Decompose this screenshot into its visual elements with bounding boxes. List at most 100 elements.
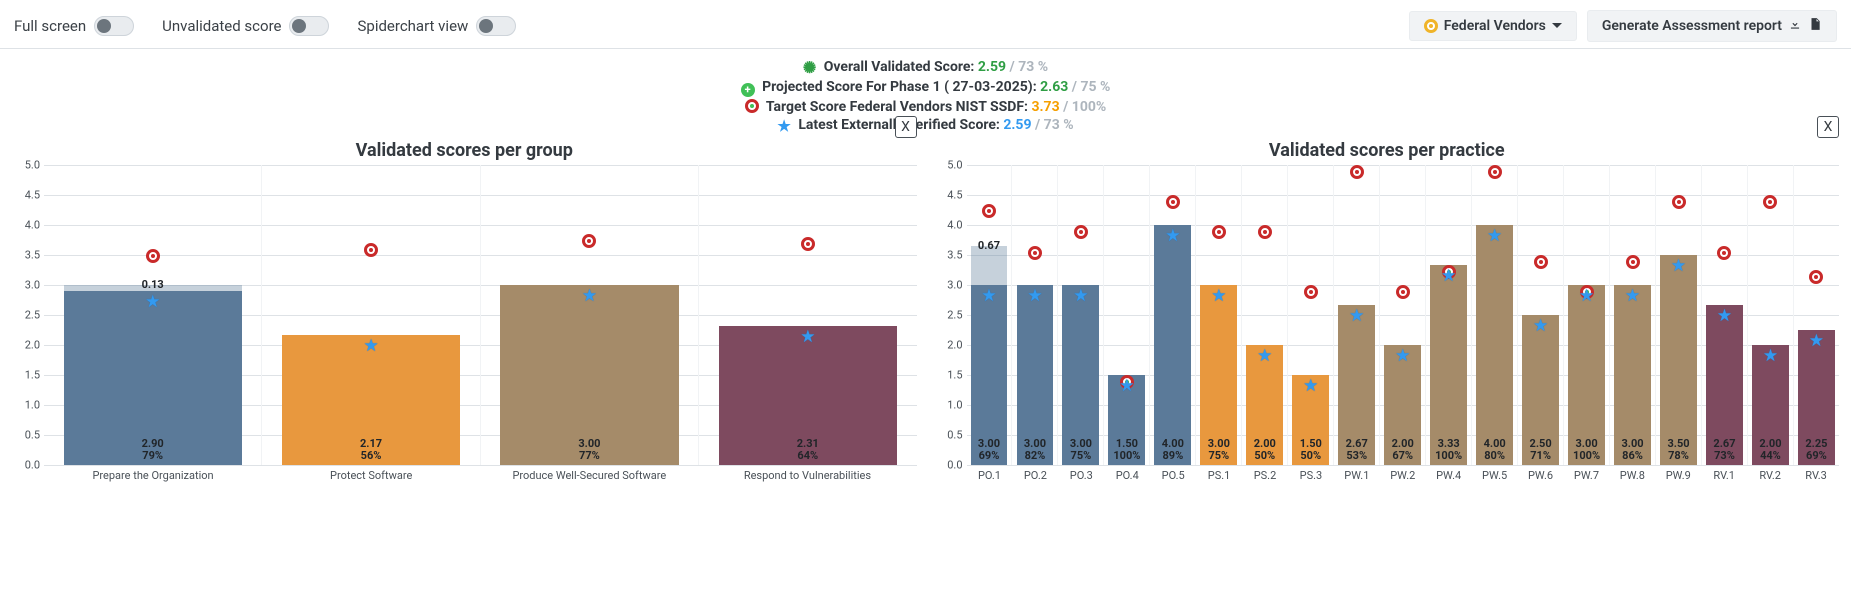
practice-barcol[interactable]: 4.0080% ★ [1471,165,1517,465]
practice-target-marker [1717,246,1731,260]
practice-xlabel: PW.5 [1472,465,1518,482]
practice-bar: 2.6753% [1338,305,1375,465]
practice-bar: 3.5078% [1660,255,1697,465]
group-bar-label: 2.1756% [282,438,460,463]
practice-xlabel: PW.7 [1563,465,1609,482]
charts-row: Validated scores per group X 0.00.51.01.… [0,140,1851,492]
practice-xlabel: RV.2 [1747,465,1793,482]
generate-report-button[interactable]: Generate Assessment report [1587,10,1837,42]
practice-barcol[interactable]: 2.6773% ★ [1701,165,1747,465]
practice-barcol[interactable]: 3.0075% ★ [1057,165,1103,465]
practice-target-marker [1074,225,1088,239]
generate-report-label: Generate Assessment report [1602,18,1782,34]
unvalidated-toggle-group: Unvalidated score [162,16,329,36]
group-barcol[interactable]: 2.3164%★ [698,165,916,465]
group-ytick: 4.5 [25,189,40,202]
practice-star-marker: ★ [1257,346,1272,366]
practice-ytick: 4.5 [947,189,962,202]
fullscreen-toggle[interactable] [94,16,134,36]
practice-barcol[interactable]: 3.00100%★ [1563,165,1609,465]
group-chart-xlabels: Prepare the OrganizationProtect Software… [44,465,917,482]
practice-barcol[interactable]: 3.0086%★ [1609,165,1655,465]
practice-bar: 3.0086% [1614,285,1651,465]
practice-chart-panel: Validated scores per practice X 0.00.51.… [935,140,1840,482]
group-ytick: 4.0 [25,219,40,232]
overall-pct: / 73 % [1010,59,1049,75]
practice-bar: 0.673.0069% [971,285,1008,465]
group-bar-label: 3.0077% [500,438,678,463]
practice-star-marker: ★ [1763,346,1778,366]
practice-xlabel: PS.2 [1242,465,1288,482]
toolbar: Full screen Unvalidated score Spiderchar… [0,0,1851,49]
vendor-dropdown[interactable]: Federal Vendors [1409,11,1577,41]
practice-barcol[interactable]: 2.0044% ★ [1747,165,1793,465]
practice-xlabel: PW.4 [1426,465,1472,482]
practice-barcol[interactable]: 1.5050%★ [1287,165,1333,465]
practice-barcol[interactable]: 1.50100%★ [1103,165,1149,465]
group-barcol[interactable]: 2.1756% ★ [261,165,479,465]
practice-target-marker [1809,270,1823,284]
star-icon: ★ [777,117,790,135]
practice-barcol[interactable]: 3.0075%★ [1195,165,1241,465]
group-ytick: 3.0 [25,279,40,292]
practice-star-marker: ★ [1073,286,1088,306]
practice-bar-label: 2.0050% [1246,438,1283,463]
spider-toggle[interactable] [476,16,516,36]
practice-barcol[interactable]: 2.5071%★ [1517,165,1563,465]
practice-star-marker: ★ [1717,306,1732,326]
practice-bar-label: 2.0044% [1752,438,1789,463]
practice-xlabel: PO.3 [1058,465,1104,482]
projected-label: Projected Score For Phase 1 ( 27-03-2025… [762,79,1037,95]
spider-toggle-group: Spiderchart view [357,16,516,36]
practice-barcol[interactable]: 2.6753%★ [1333,165,1379,465]
practice-ytick: 0.5 [947,429,962,442]
chevron-down-icon [1552,18,1562,34]
practice-bar-label: 2.2569% [1798,438,1835,463]
group-barcol[interactable]: 0.132.9079%★ [44,165,261,465]
group-star-marker: ★ [800,327,815,347]
practice-barcol[interactable]: 2.0050% ★ [1241,165,1287,465]
practice-target-marker [1626,255,1640,269]
practice-bar-label: 4.0080% [1476,438,1513,463]
verified-score: 2.59 [1003,117,1031,133]
target-summary-icon [745,99,759,113]
practice-star-marker: ★ [1579,286,1594,306]
practice-xlabel: PO.1 [967,465,1013,482]
overall-label: Overall Validated Score: [824,59,975,75]
group-star-marker: ★ [145,292,160,312]
practice-barcol[interactable]: 3.0082%★ [1011,165,1057,465]
target-icon [1424,19,1438,33]
group-ytick: 3.5 [25,249,40,262]
vendor-dropdown-label: Federal Vendors [1444,18,1546,34]
group-bar: 3.0077% [500,285,678,465]
practice-xlabel: PS.3 [1288,465,1334,482]
burst-icon: ✺ [803,58,816,77]
practice-star-marker: ★ [1303,376,1318,396]
practice-chart-close[interactable]: X [1817,116,1839,138]
practice-bar: 3.0075% [1200,285,1237,465]
group-ytick: 5.0 [25,159,40,172]
group-chart-close[interactable]: X [895,116,917,138]
practice-target-marker [1763,195,1777,209]
practice-barcol[interactable]: 2.2569%★ [1793,165,1839,465]
practice-star-marker: ★ [1165,226,1180,246]
projected-pct: / 75 % [1072,79,1111,95]
practice-barcol[interactable]: 2.0067%★ [1379,165,1425,465]
unvalidated-toggle[interactable] [289,16,329,36]
practice-xlabel: PO.5 [1150,465,1196,482]
practice-barcol[interactable]: 4.0089%★ [1149,165,1195,465]
practice-xlabel: PW.8 [1609,465,1655,482]
practice-barcol[interactable]: 0.673.0069%★ [967,165,1012,465]
practice-ytick: 4.0 [947,219,962,232]
practice-bar-label: 3.0075% [1062,438,1099,463]
practice-barcol[interactable]: 3.33100%★ [1425,165,1471,465]
practice-bar-label: 2.6773% [1706,438,1743,463]
practice-bar: 2.5071% [1522,315,1559,465]
group-barcol[interactable]: 3.0077%★ [480,165,698,465]
group-star-marker: ★ [363,336,378,356]
practice-barcol[interactable]: 3.5078%★ [1655,165,1701,465]
practice-xlabel: RV.3 [1793,465,1839,482]
practice-bar-label: 3.0086% [1614,438,1651,463]
practice-ytick: 2.5 [947,309,962,322]
practice-star-marker: ★ [1487,226,1502,246]
